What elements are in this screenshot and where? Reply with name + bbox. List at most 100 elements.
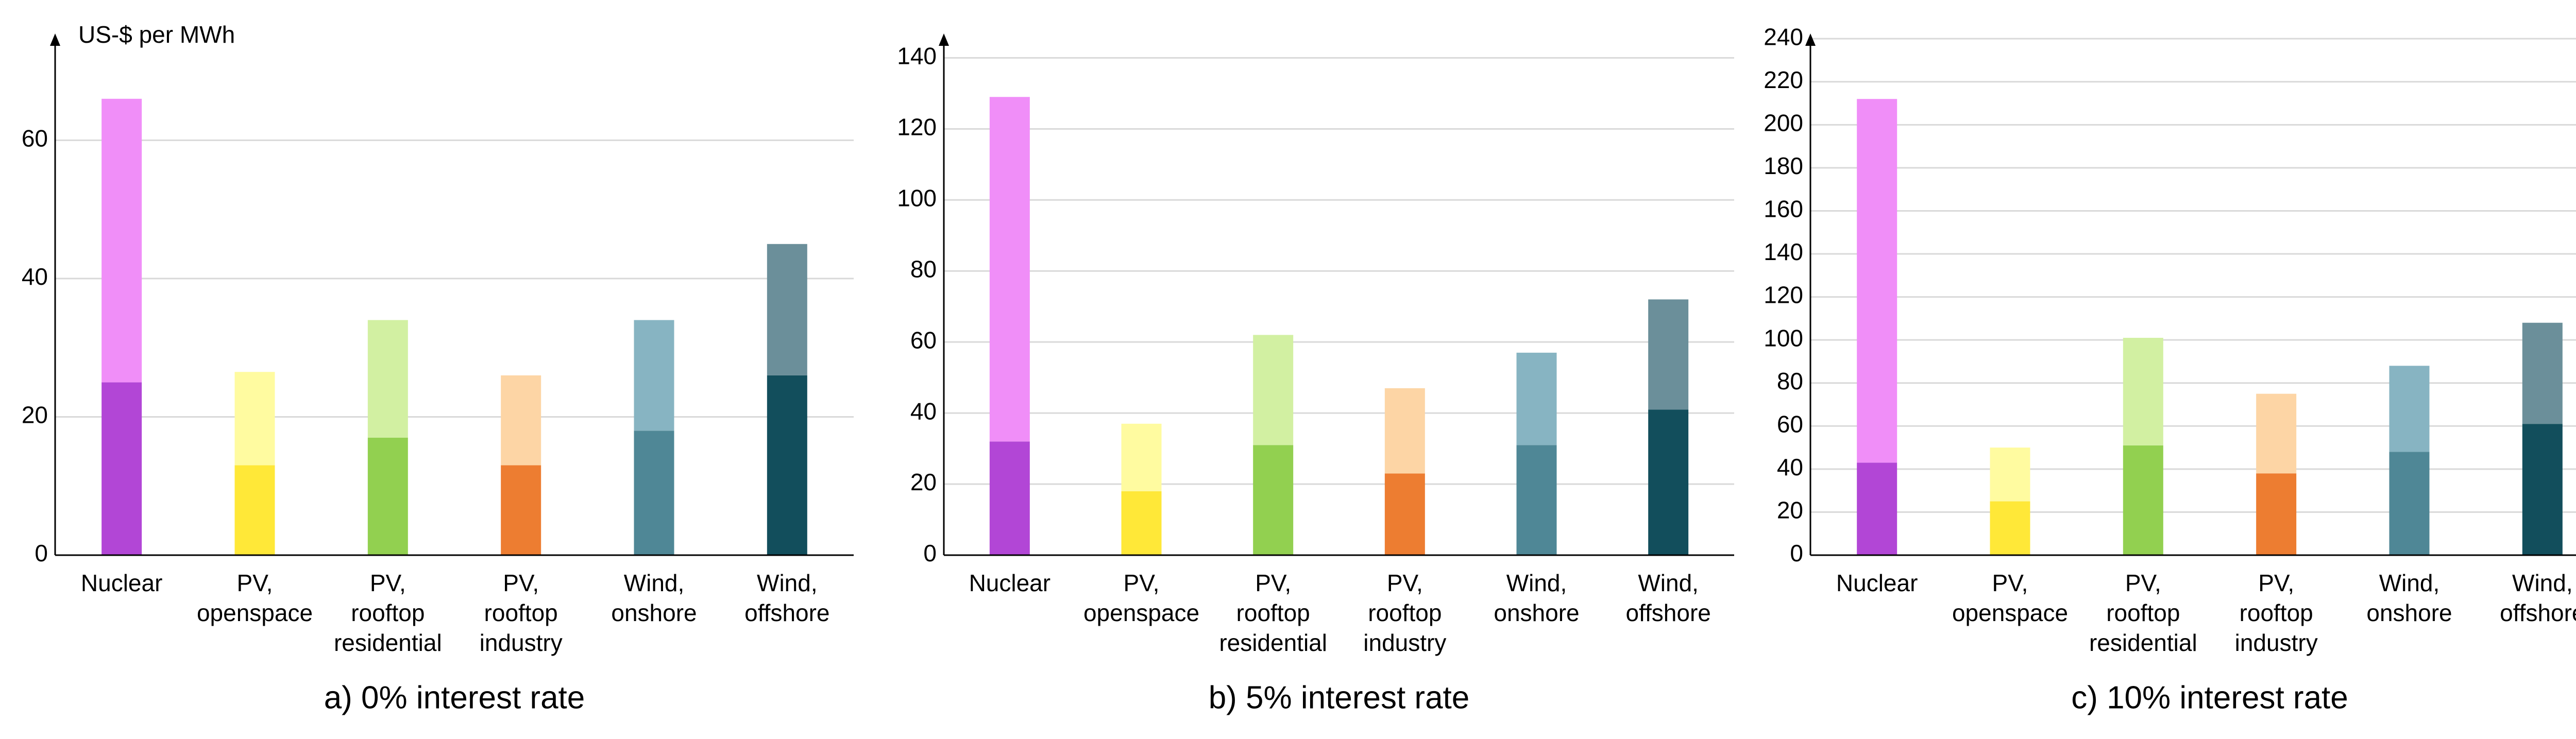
x-tick-label: Wind, onshore bbox=[2366, 570, 2452, 626]
x-tick-label-line: rooftop bbox=[351, 599, 425, 626]
bar-segment bbox=[2389, 366, 2430, 452]
bar-segment bbox=[634, 320, 674, 431]
bar-segment bbox=[2256, 393, 2297, 474]
x-tick-label-line: industry bbox=[1363, 629, 1446, 656]
bar-segment bbox=[367, 320, 408, 438]
x-tick-label-line: PV, bbox=[1387, 570, 1423, 596]
x-tick-label: PV, openspace bbox=[1952, 570, 2068, 626]
y-axis-arrow bbox=[939, 33, 949, 46]
bar-segment bbox=[989, 441, 1030, 555]
x-tick-label-line: rooftop bbox=[1368, 599, 1442, 626]
x-tick-label-line: PV, bbox=[503, 570, 539, 596]
bar-segment bbox=[2256, 473, 2297, 555]
x-tick-label-line: offshore bbox=[2500, 599, 2576, 626]
bar-segment bbox=[367, 437, 408, 555]
x-tick-label-line: openspace bbox=[1083, 599, 1199, 626]
x-tick-label-line: Wind, bbox=[1506, 570, 1567, 596]
bar-segment bbox=[101, 382, 142, 555]
bar-segment bbox=[2123, 337, 2163, 445]
y-tick-label: 60 bbox=[1777, 410, 1803, 437]
x-tick-label-line: Wind, bbox=[1638, 570, 1699, 596]
bar-segment bbox=[1384, 473, 1425, 555]
bar-segment bbox=[1121, 491, 1162, 555]
y-tick-label: 80 bbox=[910, 255, 937, 282]
x-tick-label: Wind, onshore bbox=[1494, 570, 1579, 626]
y-tick-label: 160 bbox=[1764, 196, 1803, 222]
x-tick-label-line: Wind, bbox=[757, 570, 818, 596]
bar-segment bbox=[501, 465, 541, 555]
y-tick-label: 140 bbox=[1764, 238, 1803, 265]
y-tick-label: 0 bbox=[923, 540, 937, 566]
x-tick-label-line: PV, bbox=[1992, 570, 2028, 596]
bar-segment bbox=[2389, 452, 2430, 555]
caption: b) 5% interest rate bbox=[1209, 680, 1470, 715]
y-tick-label: 140 bbox=[897, 43, 937, 70]
x-tick-label: Wind, offshore bbox=[1625, 570, 1710, 626]
x-tick-label: PV, rooftop residential bbox=[2089, 570, 2197, 656]
x-tick-label: Nuclear bbox=[969, 570, 1051, 596]
x-tick-label-line: residential bbox=[1219, 629, 1327, 656]
y-tick-label: 120 bbox=[897, 113, 937, 140]
x-tick-label: Wind, offshore bbox=[744, 570, 829, 626]
y-tick-label: 0 bbox=[35, 540, 48, 566]
y-tick-label: 120 bbox=[1764, 282, 1803, 308]
bar-segment bbox=[1990, 448, 2030, 502]
y-tick-label: 220 bbox=[1764, 66, 1803, 93]
bar-segment bbox=[234, 465, 275, 555]
y-axis-arrow bbox=[50, 33, 60, 46]
y-tick-label: 100 bbox=[897, 184, 937, 211]
x-tick-label: Nuclear bbox=[1836, 570, 1918, 596]
x-tick-label: PV, openspace bbox=[197, 570, 313, 626]
x-tick-label-line: industry bbox=[2235, 629, 2318, 656]
x-tick-label-line: Nuclear bbox=[81, 570, 163, 596]
y-tick-label: 20 bbox=[1777, 497, 1803, 524]
caption: a) 0% interest rate bbox=[324, 680, 585, 715]
bar-segment bbox=[1516, 352, 1557, 445]
bar-segment bbox=[1857, 462, 1897, 555]
x-tick-label-line: rooftop bbox=[484, 599, 558, 626]
x-tick-label-line: residential bbox=[2089, 629, 2197, 656]
x-tick-label: PV, rooftop residential bbox=[1219, 570, 1327, 656]
y-axis-arrow bbox=[1805, 33, 1816, 46]
bar-segment bbox=[501, 375, 541, 466]
bar-segment bbox=[1516, 445, 1557, 555]
bar-segment bbox=[1384, 388, 1425, 474]
x-tick-label: PV, rooftop industry bbox=[2235, 570, 2318, 656]
x-tick-label-line: PV, bbox=[1124, 570, 1160, 596]
y-tick-label: 80 bbox=[1777, 368, 1803, 394]
x-tick-label-line: Wind, bbox=[2379, 570, 2440, 596]
y-tick-label: 40 bbox=[1777, 454, 1803, 480]
x-tick-label-line: industry bbox=[480, 629, 563, 656]
y-tick-label: 40 bbox=[910, 398, 937, 424]
bar-segment bbox=[1648, 299, 1689, 410]
x-tick-label-line: rooftop bbox=[2106, 599, 2180, 626]
y-tick-label: 60 bbox=[22, 125, 48, 152]
x-tick-label: PV, rooftop industry bbox=[1363, 570, 1446, 656]
x-tick-label-line: residential bbox=[334, 629, 442, 656]
y-tick-label: 20 bbox=[22, 402, 48, 428]
y-tick-label: 20 bbox=[910, 469, 937, 495]
x-tick-label-line: Wind, bbox=[624, 570, 685, 596]
bar-segment bbox=[2522, 322, 2563, 424]
x-tick-label-line: PV, bbox=[2258, 570, 2294, 596]
bar-segment bbox=[101, 98, 142, 383]
bar-segment bbox=[1648, 409, 1689, 555]
bar-segment bbox=[1253, 445, 1294, 555]
bar-segment bbox=[767, 244, 807, 375]
y-tick-label: 200 bbox=[1764, 109, 1803, 136]
x-tick-label-line: openspace bbox=[1952, 599, 2068, 626]
bar-segment bbox=[989, 97, 1030, 442]
bar-segment bbox=[1253, 335, 1294, 445]
x-tick-label-line: onshore bbox=[1494, 599, 1579, 626]
x-tick-label: Wind, onshore bbox=[611, 570, 697, 626]
bar-segment bbox=[2522, 424, 2563, 555]
y-tick-label: 100 bbox=[1764, 324, 1803, 351]
x-tick-label: Wind, offshore bbox=[2500, 570, 2576, 626]
y-tick-label: 40 bbox=[22, 263, 48, 290]
x-tick-label-line: PV, bbox=[2125, 570, 2161, 596]
caption: c) 10% interest rate bbox=[2071, 680, 2348, 715]
x-tick-label-line: openspace bbox=[197, 599, 313, 626]
x-tick-label-line: Nuclear bbox=[969, 570, 1051, 596]
x-tick-label-line: PV, bbox=[1255, 570, 1291, 596]
